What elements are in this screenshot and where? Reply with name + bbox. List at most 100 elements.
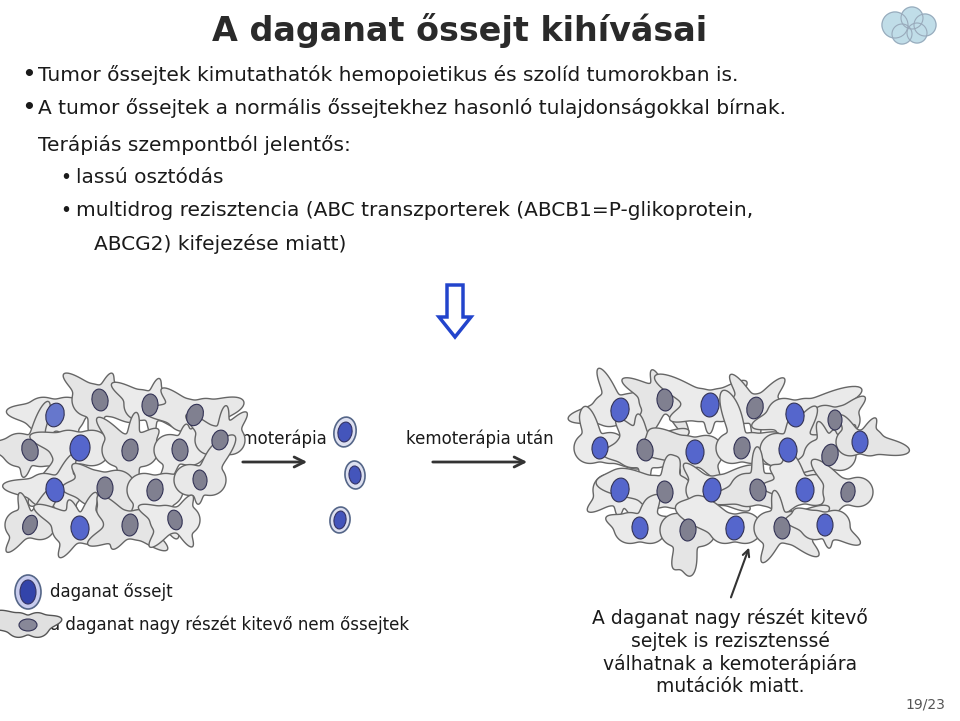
Polygon shape <box>3 454 94 526</box>
Circle shape <box>892 24 912 44</box>
Text: A daganat őssejt kihívásai: A daganat őssejt kihívásai <box>212 12 708 48</box>
Polygon shape <box>754 490 830 562</box>
Text: Tumor őssejtek kimutathatók hemopoietikus és szolíd tumorokban is.: Tumor őssejtek kimutathatók hemopoietiku… <box>38 65 738 85</box>
Polygon shape <box>87 495 168 551</box>
Ellipse shape <box>828 410 842 430</box>
Ellipse shape <box>747 397 763 419</box>
Polygon shape <box>622 370 691 436</box>
Ellipse shape <box>701 393 719 417</box>
Text: •: • <box>22 98 35 117</box>
Ellipse shape <box>345 461 365 489</box>
Ellipse shape <box>657 481 673 503</box>
Text: kemoterápia: kemoterápia <box>223 430 327 448</box>
Ellipse shape <box>611 398 629 422</box>
Ellipse shape <box>841 482 855 502</box>
Polygon shape <box>34 492 123 558</box>
Ellipse shape <box>611 478 629 502</box>
Polygon shape <box>186 406 248 474</box>
Polygon shape <box>660 497 727 576</box>
Ellipse shape <box>774 517 790 539</box>
Ellipse shape <box>334 417 356 447</box>
Ellipse shape <box>726 516 744 540</box>
Ellipse shape <box>22 439 38 461</box>
Text: A tumor őssejtek a normális őssejtekhez hasonló tulajdonságokkal bírnak.: A tumor őssejtek a normális őssejtekhez … <box>38 98 786 118</box>
Ellipse shape <box>750 479 766 501</box>
Text: 19/23: 19/23 <box>905 698 945 712</box>
Polygon shape <box>0 402 81 477</box>
Polygon shape <box>596 455 693 508</box>
Ellipse shape <box>338 422 352 442</box>
Polygon shape <box>111 379 194 435</box>
Text: A daganat nagy részét kitevő
sejtek is rezisztenssé
válhatnak a kemoterápiára
mu: A daganat nagy részét kitevő sejtek is r… <box>592 608 868 696</box>
Text: multidrog rezisztencia (ABC transzporterek (ABCB1=P-glikoprotein,: multidrog rezisztencia (ABC transzporter… <box>76 201 754 220</box>
Ellipse shape <box>193 470 207 490</box>
Ellipse shape <box>20 580 36 604</box>
Circle shape <box>914 14 936 36</box>
Ellipse shape <box>172 439 188 461</box>
Circle shape <box>907 23 927 43</box>
Polygon shape <box>708 447 798 516</box>
Ellipse shape <box>168 510 182 530</box>
Circle shape <box>901 7 923 29</box>
Ellipse shape <box>686 440 704 464</box>
Ellipse shape <box>680 519 696 541</box>
Ellipse shape <box>796 478 814 502</box>
Polygon shape <box>716 390 782 466</box>
Ellipse shape <box>817 514 833 536</box>
Polygon shape <box>836 415 909 456</box>
Circle shape <box>882 12 908 38</box>
Polygon shape <box>154 423 222 492</box>
Polygon shape <box>97 412 159 487</box>
Ellipse shape <box>592 437 608 459</box>
Text: a daganat nagy részét kitevő nem őssejtek: a daganat nagy részét kitevő nem őssejte… <box>50 616 409 634</box>
Polygon shape <box>603 414 689 491</box>
Polygon shape <box>7 389 127 447</box>
Polygon shape <box>640 428 723 491</box>
Polygon shape <box>5 485 60 552</box>
Ellipse shape <box>779 438 797 462</box>
Ellipse shape <box>733 437 750 459</box>
Text: kemoterápia után: kemoterápia után <box>406 430 554 448</box>
Polygon shape <box>752 386 862 443</box>
Ellipse shape <box>657 389 673 411</box>
Ellipse shape <box>330 507 350 533</box>
Polygon shape <box>568 368 655 428</box>
Polygon shape <box>138 495 200 547</box>
Ellipse shape <box>71 516 89 540</box>
Text: •: • <box>60 168 71 187</box>
Ellipse shape <box>186 404 204 425</box>
Text: •: • <box>22 65 35 84</box>
Polygon shape <box>760 406 829 480</box>
Polygon shape <box>676 495 775 544</box>
Ellipse shape <box>349 466 361 484</box>
Ellipse shape <box>786 403 804 427</box>
Ellipse shape <box>15 575 41 609</box>
Ellipse shape <box>122 514 138 536</box>
Ellipse shape <box>334 511 346 529</box>
Ellipse shape <box>19 619 37 631</box>
Polygon shape <box>0 610 61 637</box>
Polygon shape <box>809 459 873 528</box>
Ellipse shape <box>852 431 868 453</box>
Ellipse shape <box>46 478 64 502</box>
Text: daganat őssejt: daganat őssejt <box>50 583 173 601</box>
Ellipse shape <box>46 403 64 427</box>
Ellipse shape <box>147 479 163 501</box>
Ellipse shape <box>92 389 108 411</box>
Ellipse shape <box>212 430 228 450</box>
Ellipse shape <box>23 516 37 535</box>
Ellipse shape <box>632 517 648 539</box>
Polygon shape <box>174 435 236 504</box>
Ellipse shape <box>142 394 158 416</box>
Polygon shape <box>606 495 682 544</box>
Polygon shape <box>588 474 665 528</box>
Polygon shape <box>63 373 134 442</box>
Ellipse shape <box>70 435 90 461</box>
Polygon shape <box>655 374 747 434</box>
FancyArrow shape <box>439 285 471 337</box>
Polygon shape <box>762 453 831 519</box>
Polygon shape <box>684 463 758 525</box>
Polygon shape <box>28 430 124 506</box>
Ellipse shape <box>97 477 113 499</box>
Polygon shape <box>574 407 642 469</box>
